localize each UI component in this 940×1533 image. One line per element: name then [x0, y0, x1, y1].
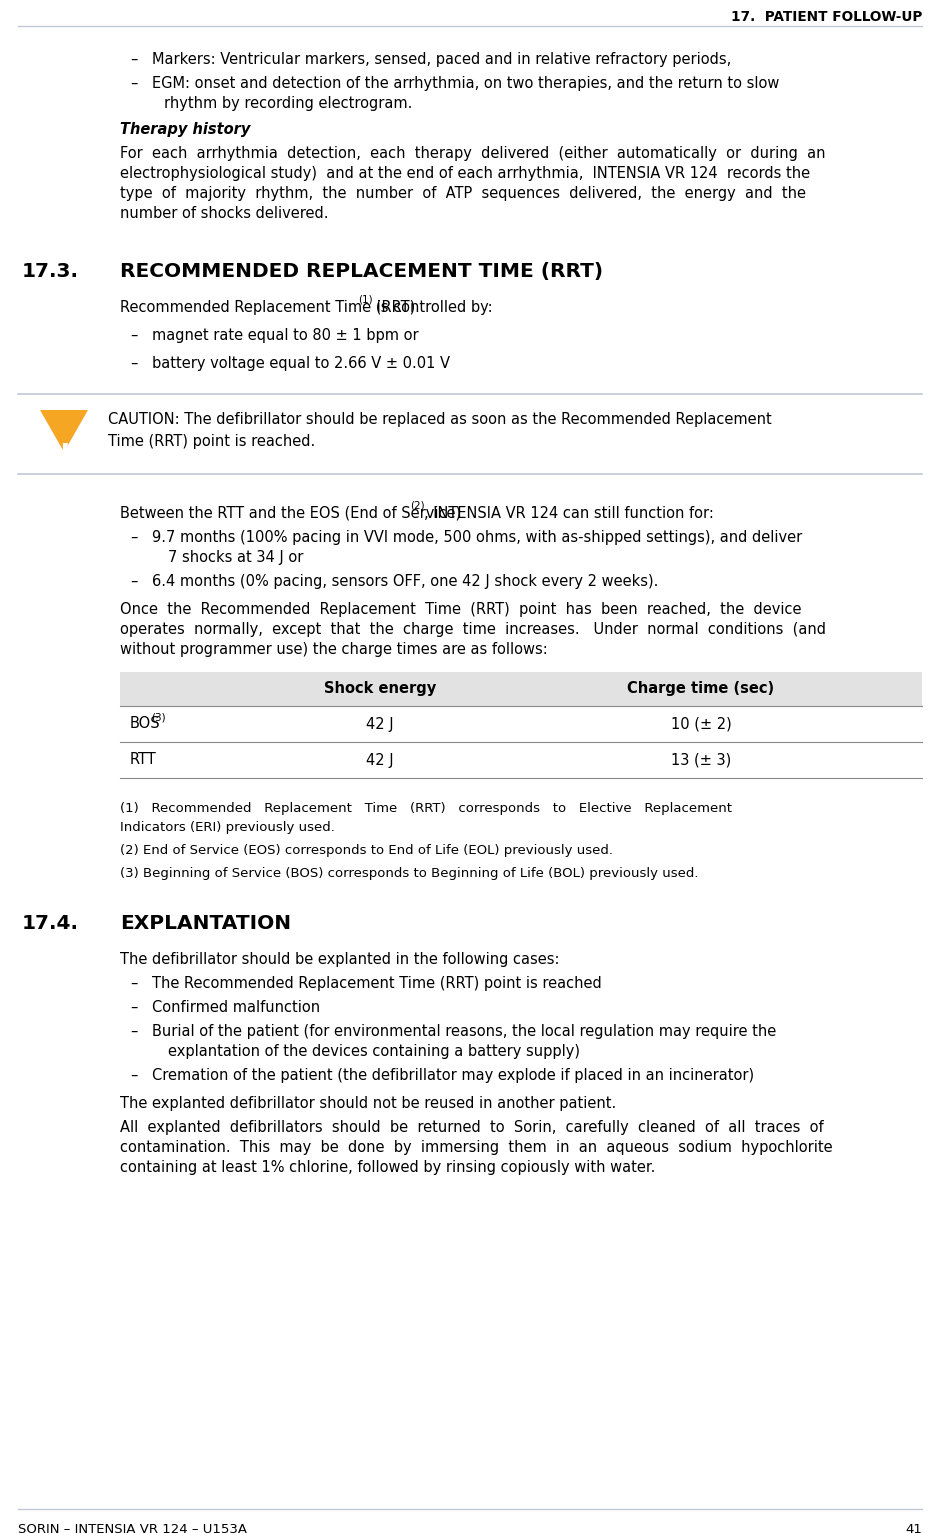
Text: –: –	[130, 52, 137, 67]
Text: Once  the  Recommended  Replacement  Time  (RRT)  point  has  been  reached,  th: Once the Recommended Replacement Time (R…	[120, 602, 802, 616]
Text: without programmer use) the charge times are as follows:: without programmer use) the charge times…	[120, 642, 548, 658]
Text: –: –	[130, 977, 137, 990]
Text: BOS: BOS	[130, 716, 161, 731]
Text: Recommended Replacement Time (RRT): Recommended Replacement Time (RRT)	[120, 300, 415, 314]
Text: Between the RTT and the EOS (End of Service): Between the RTT and the EOS (End of Serv…	[120, 506, 462, 521]
Text: Charge time (sec): Charge time (sec)	[627, 682, 775, 696]
Text: !: !	[57, 442, 70, 471]
Text: Time (RRT) point is reached.: Time (RRT) point is reached.	[108, 434, 315, 449]
Text: The Recommended Replacement Time (RRT) point is reached: The Recommended Replacement Time (RRT) p…	[152, 977, 602, 990]
Text: type  of  majority  rhythm,  the  number  of  ATP  sequences  delivered,  the  e: type of majority rhythm, the number of A…	[120, 185, 806, 201]
Text: RTT: RTT	[130, 753, 157, 768]
Text: operates  normally,  except  that  the  charge  time  increases.   Under  normal: operates normally, except that the charg…	[120, 622, 826, 638]
Text: (2) End of Service (EOS) corresponds to End of Life (EOL) previously used.: (2) End of Service (EOS) corresponds to …	[120, 845, 613, 857]
Text: (1)   Recommended   Replacement   Time   (RRT)   corresponds   to   Elective   R: (1) Recommended Replacement Time (RRT) c…	[120, 802, 732, 816]
Text: –: –	[130, 530, 137, 546]
Text: EXPLANTATION: EXPLANTATION	[120, 914, 291, 934]
Text: Confirmed malfunction: Confirmed malfunction	[152, 1000, 321, 1015]
Text: 42 J: 42 J	[367, 716, 394, 731]
Polygon shape	[40, 409, 88, 452]
Text: is controlled by:: is controlled by:	[372, 300, 493, 314]
Text: –: –	[130, 1069, 137, 1082]
Text: Markers: Ventricular markers, sensed, paced and in relative refractory periods,: Markers: Ventricular markers, sensed, pa…	[152, 52, 731, 67]
Text: –: –	[130, 573, 137, 589]
Text: contamination.  This  may  be  done  by  immersing  them  in  an  aqueous  sodiu: contamination. This may be done by immer…	[120, 1141, 833, 1154]
Text: explantation of the devices containing a battery supply): explantation of the devices containing a…	[168, 1044, 580, 1059]
Text: containing at least 1% chlorine, followed by rinsing copiously with water.: containing at least 1% chlorine, followe…	[120, 1160, 655, 1174]
Text: For  each  arrhythmia  detection,  each  therapy  delivered  (either  automatica: For each arrhythmia detection, each ther…	[120, 146, 825, 161]
Text: number of shocks delivered.: number of shocks delivered.	[120, 205, 328, 221]
Text: 41: 41	[905, 1522, 922, 1533]
Text: Therapy history: Therapy history	[120, 123, 250, 136]
Text: magnet rate equal to 80 ± 1 bpm or: magnet rate equal to 80 ± 1 bpm or	[152, 328, 418, 343]
Text: –: –	[130, 328, 137, 343]
Text: The defibrillator should be explanted in the following cases:: The defibrillator should be explanted in…	[120, 952, 559, 967]
Text: 17.  PATIENT FOLLOW-UP: 17. PATIENT FOLLOW-UP	[730, 11, 922, 25]
Text: –: –	[130, 77, 137, 90]
Text: rhythm by recording electrogram.: rhythm by recording electrogram.	[164, 97, 413, 110]
Text: Cremation of the patient (the defibrillator may explode if placed in an incinera: Cremation of the patient (the defibrilla…	[152, 1069, 754, 1082]
Text: The explanted defibrillator should not be reused in another patient.: The explanted defibrillator should not b…	[120, 1096, 617, 1111]
Text: 17.3.: 17.3.	[22, 262, 79, 281]
Text: –: –	[130, 1024, 137, 1039]
Text: (3) Beginning of Service (BOS) corresponds to Beginning of Life (BOL) previously: (3) Beginning of Service (BOS) correspon…	[120, 868, 698, 880]
Text: 13 (± 3): 13 (± 3)	[671, 753, 731, 768]
Text: –: –	[130, 1000, 137, 1015]
Text: 7 shocks at 34 J or: 7 shocks at 34 J or	[168, 550, 304, 566]
Text: –: –	[130, 356, 137, 371]
Text: SORIN – INTENSIA VR 124 – U153A: SORIN – INTENSIA VR 124 – U153A	[18, 1522, 247, 1533]
Text: (1): (1)	[358, 294, 372, 305]
Text: battery voltage equal to 2.66 V ± 0.01 V: battery voltage equal to 2.66 V ± 0.01 V	[152, 356, 450, 371]
Text: EGM: onset and detection of the arrhythmia, on two therapies, and the return to : EGM: onset and detection of the arrhythm…	[152, 77, 779, 90]
Text: Indicators (ERI) previously used.: Indicators (ERI) previously used.	[120, 822, 335, 834]
Text: 6.4 months (0% pacing, sensors OFF, one 42 J shock every 2 weeks).: 6.4 months (0% pacing, sensors OFF, one …	[152, 573, 658, 589]
Text: 10 (± 2): 10 (± 2)	[670, 716, 731, 731]
Text: 9.7 months (100% pacing in VVI mode, 500 ohms, with as-shipped settings), and de: 9.7 months (100% pacing in VVI mode, 500…	[152, 530, 802, 546]
Text: electrophysiological study)  and at the end of each arrhythmia,  INTENSIA VR 124: electrophysiological study) and at the e…	[120, 166, 810, 181]
Text: All  explanted  defibrillators  should  be  returned  to  Sorin,  carefully  cle: All explanted defibrillators should be r…	[120, 1121, 823, 1134]
Text: 42 J: 42 J	[367, 753, 394, 768]
Text: Shock energy: Shock energy	[324, 682, 436, 696]
Text: (2): (2)	[410, 501, 425, 510]
Bar	[120, 671, 922, 707]
Text: 17.4.: 17.4.	[22, 914, 79, 934]
Text: Burial of the patient (for environmental reasons, the local regulation may requi: Burial of the patient (for environmental…	[152, 1024, 776, 1039]
Text: , INTENSIA VR 124 can still function for:: , INTENSIA VR 124 can still function for…	[424, 506, 713, 521]
Text: (3): (3)	[151, 713, 166, 724]
Text: CAUTION: The defibrillator should be replaced as soon as the Recommended Replace: CAUTION: The defibrillator should be rep…	[108, 412, 772, 428]
Text: RECOMMENDED REPLACEMENT TIME (RRT): RECOMMENDED REPLACEMENT TIME (RRT)	[120, 262, 603, 281]
